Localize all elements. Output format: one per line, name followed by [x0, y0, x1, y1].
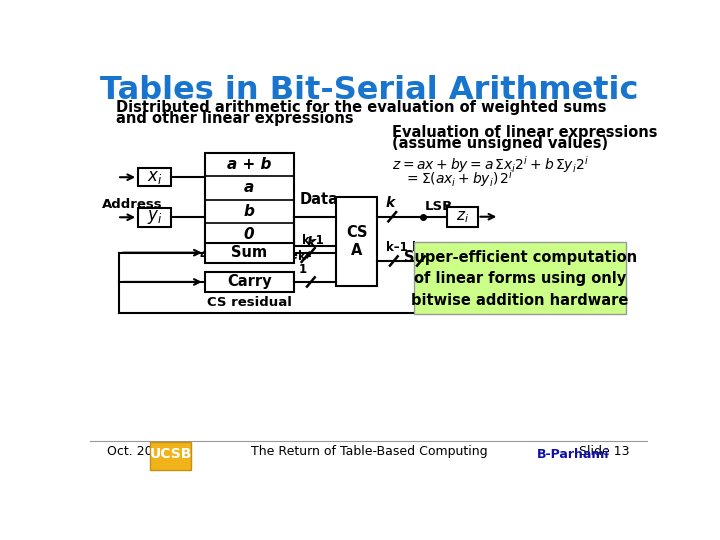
Text: k–1: k–1 — [412, 241, 433, 254]
Text: $z = ax + by = a\,\Sigma x_i 2^i + b\,\Sigma y_i 2^i$: $z = ax + by = a\,\Sigma x_i 2^i + b\,\S… — [392, 154, 589, 175]
Text: The Return of Table-Based Computing: The Return of Table-Based Computing — [251, 445, 487, 458]
Text: LSB: LSB — [425, 200, 453, 213]
Bar — [446, 207, 477, 227]
Text: k–1: k–1 — [302, 233, 323, 247]
Text: a + b: a + b — [227, 157, 271, 172]
Text: $y_i$: $y_i$ — [147, 208, 162, 226]
Text: Sum: Sum — [231, 245, 267, 260]
Bar — [138, 208, 171, 226]
Text: Carry: Carry — [227, 274, 271, 289]
Bar — [150, 442, 191, 470]
Text: Address: Address — [102, 198, 163, 212]
Bar — [204, 242, 294, 262]
Bar — [204, 153, 294, 246]
Text: CS residual: CS residual — [207, 296, 292, 309]
Text: $= \Sigma(ax_i + by_i)\,2^i$: $= \Sigma(ax_i + by_i)\,2^i$ — [404, 168, 513, 189]
Text: and other linear expressions: and other linear expressions — [116, 111, 354, 126]
FancyBboxPatch shape — [414, 242, 626, 314]
Text: 0: 0 — [244, 227, 255, 242]
Text: b: b — [244, 204, 255, 219]
Text: $z_i$: $z_i$ — [456, 209, 469, 225]
Text: k–
1: k– 1 — [299, 250, 312, 276]
Text: B-Parhami: B-Parhami — [537, 448, 610, 461]
Text: Evaluation of linear expressions: Evaluation of linear expressions — [392, 125, 658, 140]
Text: Distributed arithmetic for the evaluation of weighted sums: Distributed arithmetic for the evaluatio… — [116, 100, 606, 115]
Bar — [138, 168, 171, 186]
Text: UCSB: UCSB — [150, 448, 192, 461]
Text: a: a — [244, 180, 254, 195]
Text: CS
A: CS A — [346, 225, 367, 258]
Text: k: k — [307, 235, 316, 249]
Text: k: k — [386, 196, 395, 210]
Bar — [336, 197, 377, 286]
Text: Super-efficient computation
of linear forms using only
bitwise addition hardware: Super-efficient computation of linear fo… — [404, 249, 636, 308]
Text: k–1: k–1 — [386, 241, 408, 254]
Text: 4-entry table: 4-entry table — [200, 249, 298, 262]
Text: Data: Data — [300, 192, 339, 207]
Text: Tables in Bit-Serial Arithmetic: Tables in Bit-Serial Arithmetic — [100, 75, 638, 106]
Text: $x_i$: $x_i$ — [147, 168, 162, 186]
Text: Slide 13: Slide 13 — [579, 445, 629, 458]
Text: (assume unsigned values): (assume unsigned values) — [392, 137, 608, 151]
Text: Oct. 2018: Oct. 2018 — [107, 445, 168, 458]
Bar — [204, 272, 294, 292]
